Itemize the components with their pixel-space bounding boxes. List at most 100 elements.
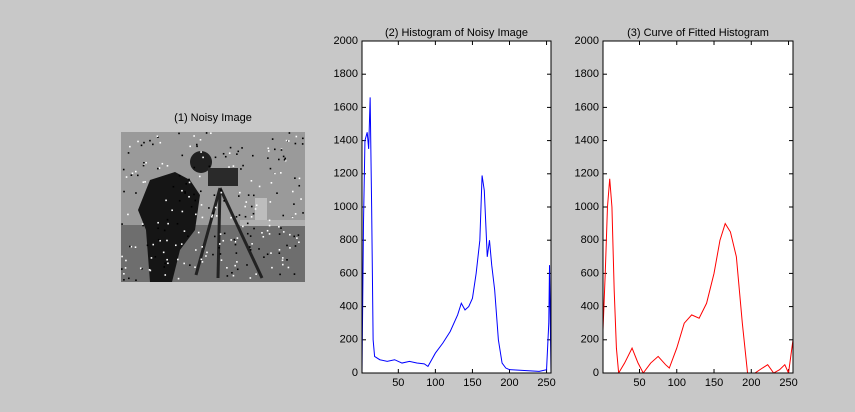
noise-pixel (235, 215, 238, 218)
noise-pixel (178, 199, 181, 202)
noise-pixel (261, 232, 263, 234)
noise-pixel (195, 249, 197, 251)
noise-pixel (193, 135, 195, 137)
noise-pixel (250, 205, 253, 208)
y-tick-label: 1200 (334, 168, 358, 180)
y-tick-label: 800 (581, 234, 599, 246)
noise-pixel (223, 232, 226, 235)
noise-pixel (193, 166, 196, 169)
noise-pixel (149, 139, 151, 142)
noise-pixel (219, 253, 222, 255)
noise-pixel (123, 279, 125, 281)
noise-pixel (184, 192, 186, 194)
noise-pixel (249, 235, 252, 237)
noise-pixel (289, 233, 291, 236)
noise-pixel (144, 181, 146, 183)
noise-pixel (178, 132, 180, 135)
noise-pixel (157, 167, 159, 170)
noise-pixel (183, 262, 185, 265)
noise-pixel (177, 258, 179, 261)
noise-pixel (213, 235, 216, 238)
noise-pixel (205, 255, 207, 257)
noise-pixel (241, 147, 243, 149)
noise-pixel (188, 195, 190, 198)
noise-pixel (123, 272, 125, 275)
noise-pixel (278, 249, 281, 251)
noise-pixel (185, 183, 188, 185)
chart-title: (2) Histogram of Noisy Image (385, 27, 528, 39)
noise-pixel (294, 177, 296, 179)
noise-pixel (267, 157, 269, 159)
noise-pixel (278, 252, 281, 254)
noise-pixel (230, 216, 232, 219)
noise-pixel (194, 199, 197, 202)
noise-pixel (201, 246, 204, 248)
noise-pixel (286, 244, 288, 247)
noise-pixel (161, 162, 164, 165)
noise-pixel (278, 158, 280, 161)
x-tick-label: 150 (463, 377, 481, 389)
noise-pixel (139, 267, 142, 270)
data-line (362, 97, 551, 373)
noise-pixel (183, 230, 186, 232)
image-tripod (194, 187, 222, 276)
noise-pixel (284, 157, 287, 160)
noise-pixel (188, 178, 190, 181)
image-head (190, 151, 212, 173)
noise-pixel (293, 235, 296, 238)
noise-pixel (255, 204, 258, 207)
noise-pixel (143, 141, 145, 144)
x-tick-label: 100 (668, 377, 686, 389)
noise-pixel (159, 141, 162, 144)
noise-pixel (157, 136, 159, 139)
image-title: (1) Noisy Image (174, 112, 252, 124)
x-tick-label: 200 (742, 377, 760, 389)
y-tick-label: 1800 (334, 68, 358, 80)
noise-pixel (152, 143, 154, 146)
noise-pixel (289, 247, 291, 249)
noise-pixel (220, 259, 223, 261)
y-tick-label: 1600 (334, 101, 358, 113)
noise-pixel (201, 216, 204, 219)
noise-pixel (269, 201, 272, 203)
noise-pixel (262, 235, 265, 238)
y-tick-label: 1000 (334, 201, 358, 213)
noise-pixel (237, 195, 240, 197)
noise-pixel (287, 266, 290, 269)
noise-pixel (246, 232, 249, 235)
noise-pixel (215, 215, 218, 217)
noise-pixel (135, 192, 137, 194)
noise-pixel (143, 162, 145, 164)
noise-pixel (166, 239, 168, 242)
image-tripod (218, 187, 264, 279)
noise-pixel (181, 210, 184, 213)
noise-pixel (212, 212, 215, 215)
image-person (138, 172, 200, 282)
axes-box (602, 40, 794, 374)
noise-pixel (282, 231, 285, 233)
noise-pixel (164, 262, 166, 265)
noise-pixel (293, 203, 295, 205)
y-tick-label: 1200 (575, 168, 599, 180)
noise-pixel (180, 243, 183, 245)
noise-pixel (226, 266, 228, 269)
noise-pixel (267, 147, 270, 150)
axes-box (361, 40, 552, 374)
axes-background (362, 41, 551, 373)
noise-pixel (181, 189, 183, 192)
noise-pixel (294, 213, 297, 215)
noise-pixel (298, 241, 300, 244)
noise-pixel (174, 244, 177, 247)
y-tick-label: 2000 (575, 35, 599, 47)
noise-pixel (123, 190, 125, 193)
noise-pixel (236, 153, 238, 155)
x-tick-label: 100 (426, 377, 444, 389)
noise-pixel (129, 145, 131, 148)
noise-pixel (271, 138, 274, 140)
noise-pixel (254, 208, 257, 210)
noise-pixel (165, 199, 167, 202)
noise-pixel (222, 152, 225, 155)
noise-pixel (236, 261, 238, 263)
y-tick-label: 0 (593, 367, 599, 379)
